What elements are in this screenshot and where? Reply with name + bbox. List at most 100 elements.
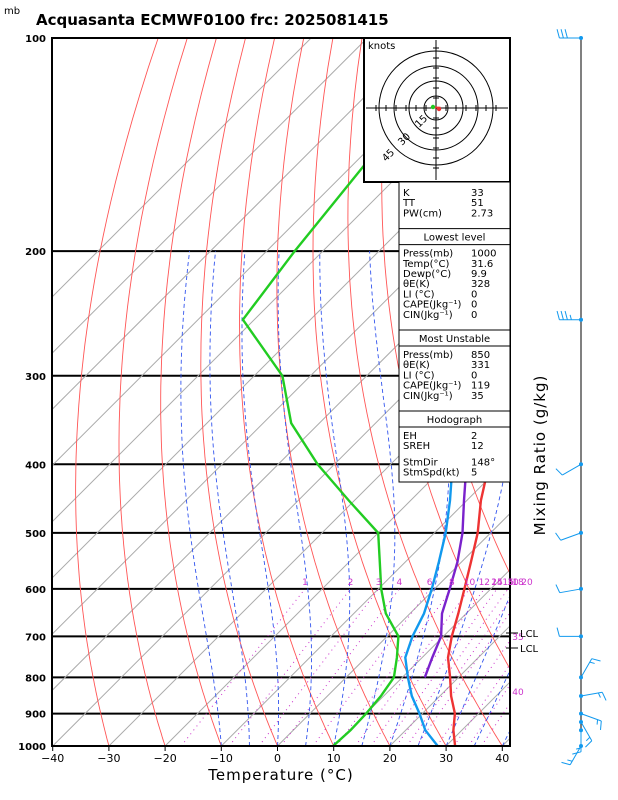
wind-barb-feather — [561, 761, 571, 766]
index-value: 33 — [471, 188, 484, 199]
isotherm-line — [52, 38, 368, 355]
dewpoint-profile — [241, 38, 470, 746]
temperature-tick-label: 40 — [495, 752, 509, 765]
mixing-ratio-label: 35 — [512, 633, 523, 643]
lowest-level-header: Lowest level — [424, 233, 486, 244]
hodograph-header: Hodograph — [427, 415, 482, 426]
isotherm-line — [52, 231, 510, 692]
temperature-tick-label: 10 — [327, 752, 341, 765]
mixing-ratio-line — [453, 663, 510, 746]
x-axis-label: Temperature (°C) — [207, 766, 353, 784]
dry-adiabat-line — [595, 38, 618, 746]
dry-adiabat-line — [200, 38, 278, 746]
isotherm-line — [52, 38, 312, 298]
isotherm-line — [52, 175, 510, 636]
index-label: SREH — [403, 441, 430, 452]
mixing-ratio-line — [415, 611, 510, 746]
temperature-tick-label: 0 — [274, 752, 281, 765]
index-value: 2.73 — [471, 208, 493, 219]
index-value: 148° — [471, 457, 495, 468]
moist-adiabat-line — [361, 251, 396, 746]
isotherm-line — [52, 38, 481, 467]
isobar-grid — [52, 250, 510, 715]
mixing-ratio-label: 20 — [521, 578, 533, 588]
pressure-tick-label: 900 — [25, 710, 46, 721]
temperature-tick-label: −10 — [210, 752, 233, 765]
dry-adiabat-line — [276, 38, 391, 746]
wind-barb-feather — [585, 736, 591, 742]
dry-adiabat-line — [566, 38, 618, 746]
index-label: K — [403, 188, 410, 199]
mixing-ratio-label: 4 — [397, 578, 403, 588]
stability-indices-table: K 33 TT 51 PW(cm) 2.73 Lowest level Press(mb) 10… — [398, 181, 511, 483]
isotherm-line — [164, 400, 510, 746]
index-label: PW(cm) — [403, 208, 442, 219]
wind-barb-staff — [560, 532, 582, 541]
moist-adiabat-line — [501, 729, 510, 746]
mixing-ratio-line — [468, 683, 510, 746]
dry-adiabat-line — [75, 38, 159, 746]
mixing-ratio-label: 14 — [491, 578, 503, 588]
dry-adiabat-line — [118, 38, 188, 746]
index-label: LI (°C) — [403, 370, 435, 381]
mixing-ratio-label: 40 — [512, 688, 524, 698]
dry-adiabat-line — [312, 38, 447, 746]
dry-adiabat-line — [160, 38, 222, 746]
index-value: 12 — [471, 441, 484, 452]
isotherm-line — [333, 568, 510, 746]
pressure-tick-label: 800 — [25, 673, 46, 684]
wind-barb-feather — [556, 627, 560, 637]
wind-barb-staff — [562, 463, 582, 476]
wind-barb-feather — [555, 468, 563, 476]
index-label: Temp(°C) — [402, 259, 450, 270]
wind-barb-feather — [564, 29, 568, 39]
wind-barb-feather — [591, 658, 601, 662]
mixing-ratio-line — [312, 588, 431, 746]
pressure-tick-label: 700 — [25, 632, 46, 643]
wind-barb-feather — [569, 314, 572, 320]
index-label: θE(K) — [403, 279, 430, 290]
isotherm-line — [389, 625, 510, 746]
index-label: Dewp(°C) — [403, 269, 451, 280]
wind-barb-feather — [564, 310, 568, 320]
temperature-axis: −40 −30 −20 −10 0 10 20 30 40 — [41, 746, 509, 765]
index-label: LI (°C) — [403, 289, 435, 300]
index-value: 0 — [471, 310, 477, 321]
chart-title: Acquasanta ECMWF0100 frc: 2025081415 — [36, 11, 389, 29]
index-label: TT — [402, 198, 416, 209]
pressure-tick-label: 200 — [25, 247, 46, 258]
isotherm-line — [277, 512, 510, 746]
moist-adiabat-line — [241, 251, 280, 746]
wind-barb-feather — [556, 310, 560, 320]
wind-barb-feather — [585, 740, 593, 748]
index-label: CAPE(Jkg⁻¹) — [403, 300, 461, 311]
isotherm-line — [220, 456, 510, 746]
wind-barb-feather — [560, 29, 564, 39]
index-label: EH — [403, 431, 417, 442]
index-label: θE(K) — [403, 360, 430, 371]
index-value: 0 — [471, 370, 477, 381]
moist-adiabat-line — [319, 251, 351, 746]
mixing-ratio-label: 3 — [376, 578, 382, 588]
moist-adiabat-line — [180, 251, 222, 746]
isotherm-line — [52, 38, 424, 411]
index-value: 1000 — [471, 249, 496, 260]
mixing-ratio-line — [228, 588, 351, 746]
index-value: 35 — [471, 391, 484, 402]
mixing-ratio-label: 2 — [348, 578, 354, 588]
index-label: CIN(Jkg⁻¹) — [403, 310, 453, 321]
index-value: 2 — [471, 431, 477, 442]
index-value: 51 — [471, 198, 484, 209]
lcl-label: LCL — [520, 629, 539, 640]
temperature-tick-label: 30 — [439, 752, 453, 765]
mixing-ratio-label: 18 — [512, 578, 524, 588]
mixing-ratio-label: 12 — [479, 578, 490, 588]
pressure-tick-label: 500 — [25, 529, 46, 540]
temperature-tick-label: −40 — [41, 752, 64, 765]
wind-barb-feather — [567, 759, 573, 762]
pressure-unit-label: mb — [4, 6, 20, 17]
wind-barb-staff — [559, 588, 582, 594]
hodograph-storm-motion — [430, 104, 436, 110]
